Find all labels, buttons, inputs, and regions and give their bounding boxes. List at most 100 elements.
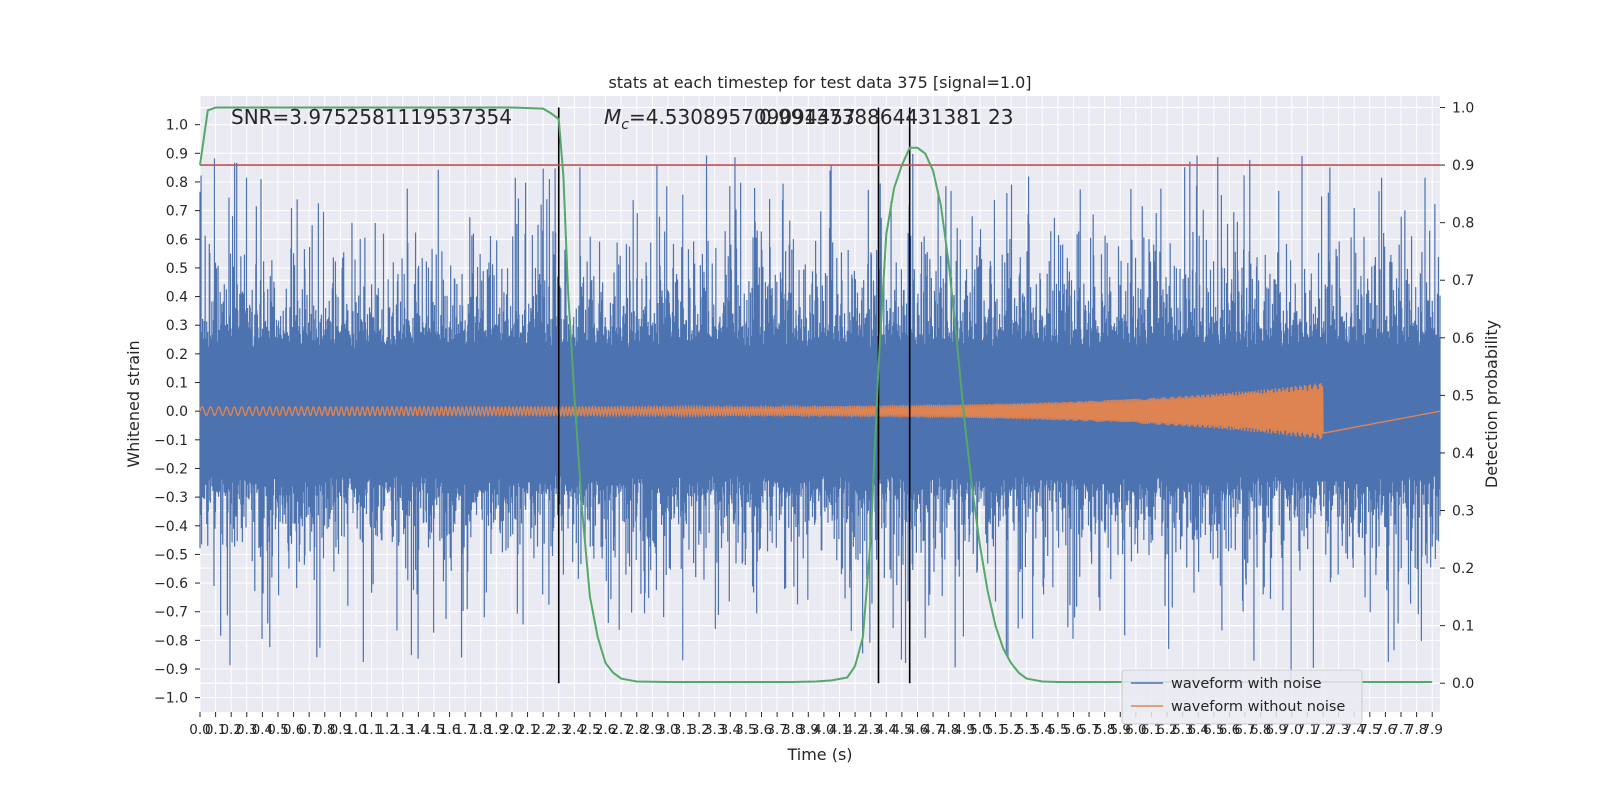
y-tick-label-19: 0.9 [166, 146, 188, 162]
x-tick-label-23: 2.3 [548, 722, 569, 738]
x-tick-label-42: 4.2 [844, 722, 865, 738]
x-tick-label-14: 1.4 [408, 722, 429, 738]
y-tick-label-2: −0.8 [154, 633, 188, 649]
x-tick-label-74: 7.4 [1343, 722, 1364, 738]
x-tick-label-59: 5.9 [1110, 722, 1131, 738]
x-tick-label-24: 2.4 [564, 722, 585, 738]
y-right-tick-label-5: 0.5 [1452, 388, 1474, 404]
x-tick-label-13: 1.3 [392, 722, 413, 738]
y-tick-label-5: −0.5 [154, 547, 188, 563]
y-tick-label-1: −0.9 [154, 662, 188, 678]
x-tick-label-28: 2.8 [626, 722, 647, 738]
y-right-tick-label-7: 0.7 [1452, 273, 1474, 289]
y-right-tick-label-0: 0.0 [1452, 676, 1474, 692]
x-tick-label-3: 0.3 [236, 722, 257, 738]
x-tick-label-39: 3.9 [798, 722, 819, 738]
x-tick-label-30: 3.0 [657, 722, 678, 738]
x-tick-label-36: 3.6 [751, 722, 772, 738]
x-tick-label-66: 6.6 [1219, 722, 1240, 738]
y-tick-label-14: 0.4 [166, 290, 188, 306]
x-tick-label-2: 0.2 [220, 722, 241, 738]
legend-label-with-noise: waveform with noise [1171, 676, 1322, 692]
x-tick-label-38: 3.8 [782, 722, 803, 738]
x-tick-label-32: 3.2 [688, 722, 709, 738]
y-tick-label-4: −0.6 [154, 576, 188, 592]
y-right-tick-label-6: 0.6 [1452, 331, 1474, 347]
snr-annotation: SNR=3.9752581119537354 [231, 105, 512, 129]
x-tick-label-56: 5.6 [1063, 722, 1084, 738]
y-axis-left-label: Whitened strain [124, 340, 143, 467]
series-detection-probability [199, 106, 1433, 684]
x-tick-label-61: 6.1 [1141, 722, 1162, 738]
detection-markers [557, 107, 911, 684]
y-tick-label-12: 0.2 [166, 347, 188, 363]
x-tick-label-55: 5.5 [1047, 722, 1068, 738]
x-tick-label-73: 7.3 [1328, 722, 1349, 738]
x-tick-label-22: 2.2 [532, 722, 553, 738]
y-tick-label-20: 1.0 [166, 118, 188, 134]
x-tick-label-31: 3.1 [673, 722, 694, 738]
x-tick-label-33: 3.3 [704, 722, 725, 738]
y-axis-left-ticks: −1.0 −0.9 −0.8 −0.7 −0.6 −0.5 −0.4 −0.3 −0.2 −0.1… [154, 118, 200, 707]
x-tick-label-78: 7.8 [1406, 722, 1427, 738]
x-tick-label-16: 1.6 [439, 722, 460, 738]
series-waveform-without-noise [199, 382, 1441, 440]
x-tick-label-7: 0.7 [298, 722, 319, 738]
x-tick-label-21: 2.1 [517, 722, 538, 738]
x-tick-label-71: 7.1 [1297, 722, 1318, 738]
chirp-mass-subscript: c [621, 117, 629, 133]
x-axis-label: Time (s) [786, 745, 852, 764]
x-tick-label-41: 4.1 [829, 722, 850, 738]
x-tick-label-45: 4.5 [891, 722, 912, 738]
x-tick-label-5: 0.5 [267, 722, 288, 738]
x-tick-label-20: 2.0 [501, 722, 522, 738]
x-tick-label-62: 6.2 [1156, 722, 1177, 738]
x-tick-label-77: 7.7 [1390, 722, 1411, 738]
x-tick-label-19: 1.9 [486, 722, 507, 738]
x-tick-label-1: 0.1 [205, 722, 226, 738]
x-tick-label-46: 4.6 [907, 722, 928, 738]
x-tick-label-40: 4.0 [813, 722, 834, 738]
y-tick-label-6: −0.4 [154, 519, 188, 535]
x-tick-label-60: 6.0 [1125, 722, 1146, 738]
x-tick-label-6: 0.6 [283, 722, 304, 738]
y-right-tick-label-2: 0.2 [1452, 561, 1474, 577]
y-tick-label-15: 0.5 [166, 261, 188, 277]
x-tick-label-44: 4.4 [876, 722, 897, 738]
y-tick-label-17: 0.7 [166, 204, 188, 220]
chirp-mass-annotation: Mc=4.530895709094457 [604, 105, 856, 133]
x-tick-label-64: 6.4 [1187, 722, 1208, 738]
x-tick-label-10: 1.0 [345, 722, 366, 738]
x-tick-label-27: 2.7 [610, 722, 631, 738]
chirp-mass-symbol: M [604, 105, 621, 129]
x-tick-label-43: 4.3 [860, 722, 881, 738]
y-axis-right-ticks: 0.0 0.1 0.2 0.3 0.4 0.5 0.6 0.7 0.8 0.9 1.0 [1440, 101, 1474, 692]
y-tick-label-3: −0.7 [154, 605, 188, 621]
x-tick-label-58: 5.8 [1094, 722, 1115, 738]
chirp-mass-value: =4.530895709094457 [629, 105, 856, 129]
x-tick-label-70: 7.0 [1281, 722, 1302, 738]
y-tick-label-8: −0.2 [154, 461, 188, 477]
waveform-without-noise-line [199, 382, 1441, 440]
y-tick-label-16: 0.6 [166, 232, 188, 248]
x-tick-label-53: 5.3 [1016, 722, 1037, 738]
x-tick-label-9: 0.9 [330, 722, 351, 738]
y-tick-label-9: −0.1 [154, 433, 188, 449]
x-axis-ticks: 0.00.10.20.30.40.50.60.70.80.91.01.11.21… [189, 712, 1443, 738]
y-tick-label-7: −0.3 [154, 490, 188, 506]
chart-title: stats at each timestep for test data 375… [608, 73, 1031, 92]
x-tick-label-79: 7.9 [1421, 722, 1442, 738]
x-tick-label-65: 6.5 [1203, 722, 1224, 738]
x-tick-label-12: 1.2 [376, 722, 397, 738]
x-tick-label-0: 0.0 [189, 722, 210, 738]
legend-label-without-noise: waveform without noise [1171, 699, 1345, 715]
legend: waveform with noise waveform without noi… [1121, 669, 1363, 725]
y-tick-label-18: 0.8 [166, 175, 188, 191]
x-tick-label-29: 2.9 [642, 722, 663, 738]
x-tick-label-8: 0.8 [314, 722, 335, 738]
x-tick-label-34: 3.4 [720, 722, 741, 738]
x-tick-label-11: 1.1 [361, 722, 382, 738]
x-tick-label-52: 5.2 [1000, 722, 1021, 738]
y-axis-right-label: Detection probability [1482, 320, 1501, 488]
y-right-tick-label-8: 0.8 [1452, 216, 1474, 232]
